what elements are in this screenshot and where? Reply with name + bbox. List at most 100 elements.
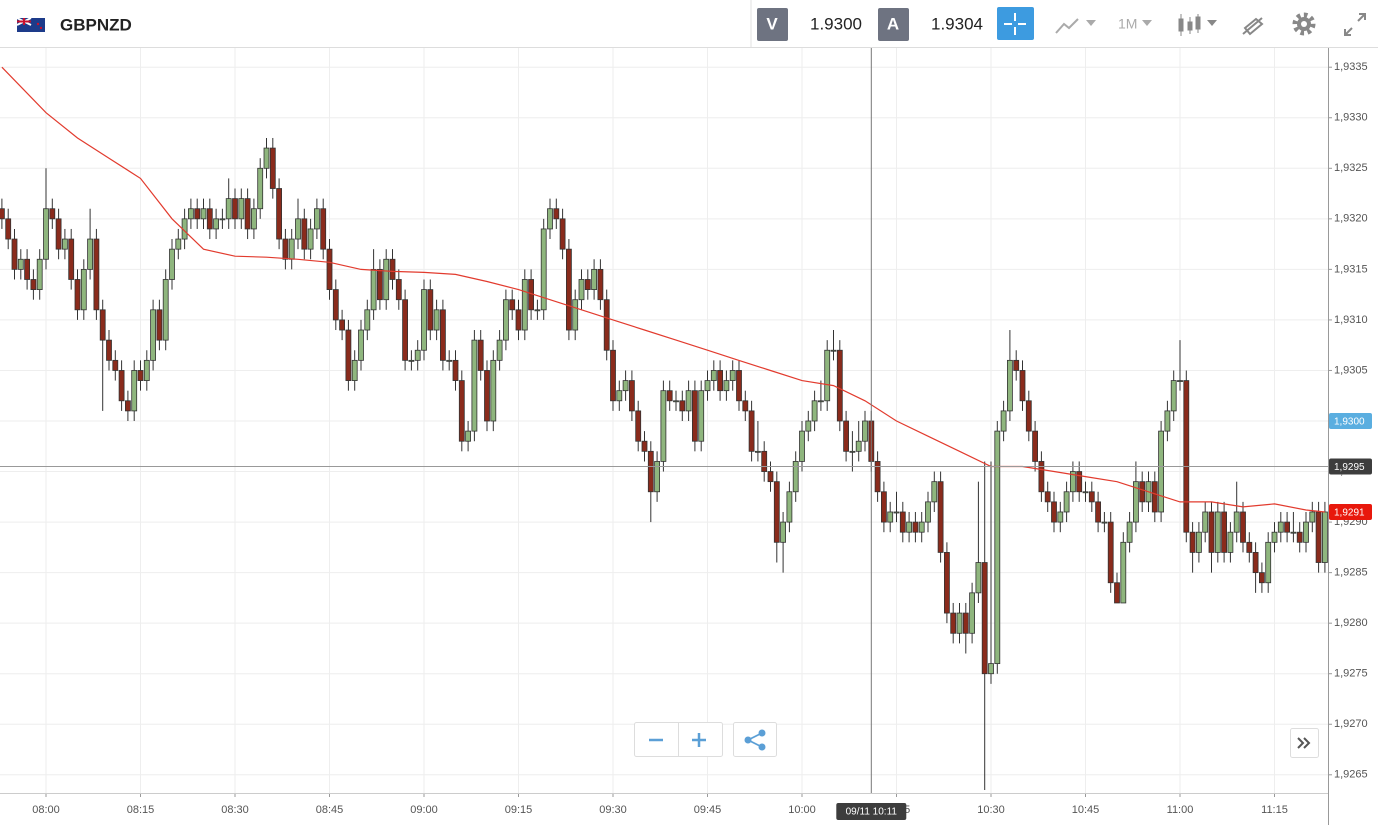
candle-body [710,370,717,381]
candle-body [112,359,119,371]
candle-body [0,208,5,220]
candle-body [1032,430,1038,462]
candle-body [131,370,138,412]
candle-body [99,309,106,341]
candle-body [1208,511,1215,553]
candle-body [1322,511,1328,563]
candle-body [484,370,490,422]
candle-body [874,461,881,493]
buy-price: 1.9304 [931,14,983,33]
candle-body [351,359,358,381]
candle-body [931,481,938,503]
chart-type-button[interactable] [1055,18,1096,34]
crosshair-button[interactable] [997,7,1034,40]
candle-body [761,450,768,472]
candle-body [1063,491,1070,513]
candle-body [452,359,459,381]
candle-body [805,420,812,432]
fullscreen-button[interactable] [1344,13,1366,36]
y-tick-label: 1,9285 [1334,567,1368,579]
candle-body [786,491,793,523]
candle-body [1126,521,1133,543]
candle-body [887,511,894,523]
candle-body [1114,582,1120,604]
buy-button[interactable] [878,8,909,41]
candle-body [918,521,925,533]
candle-body [584,279,591,290]
candle-body [477,339,484,371]
candle-body [276,188,283,240]
candle-body [1202,511,1209,533]
y-tick-label: 1,9270 [1334,718,1368,730]
candle-body [591,268,597,290]
candle-body [421,289,427,351]
candle-body [1177,380,1183,382]
candle-body [1013,359,1020,371]
candle-body [232,198,238,220]
candle-body [534,309,541,312]
crosshair-x-badge [836,803,907,820]
candle-body [143,359,150,381]
candle-body [855,440,862,452]
candle-body [1088,491,1095,503]
candle-body [1164,410,1171,432]
candle-body [792,461,799,493]
candle-body [635,410,642,442]
candle-body [87,238,93,270]
candle-body [1019,370,1026,402]
candle-body [194,208,201,220]
candle-body [673,400,679,403]
candle-body [685,390,692,412]
candle-body [1259,572,1265,584]
candles-button[interactable] [1178,14,1217,36]
x-tick-label: 09:45 [694,804,722,816]
candle-body [824,349,831,402]
candle-body [862,420,868,442]
buy-label: A [887,14,899,33]
candle-body [62,238,68,250]
candle-body [603,299,610,351]
candle-body [956,612,963,634]
candle-body [1044,491,1051,503]
draw-button[interactable] [1242,17,1264,36]
sell-button[interactable] [757,8,788,41]
x-tick-label: 11:15 [1261,804,1288,816]
candle-body [962,612,969,634]
x-tick-label: 10:30 [977,804,1005,816]
candle-body [150,309,157,361]
candle-body [836,349,843,422]
candle-body [137,370,144,381]
settings-button[interactable] [1292,12,1316,36]
candle-body [1214,511,1221,553]
candle-body [679,400,686,412]
candle-body [849,450,856,453]
candle-body [1227,531,1234,553]
candle-body [521,279,528,331]
candle-body [698,390,705,442]
candle-body [1082,491,1089,494]
candle-body [106,339,112,361]
y-tick-label: 1,9325 [1334,162,1368,174]
timeframe[interactable]: 1M [1118,16,1137,32]
candle-body [1284,521,1290,533]
candle-body [717,370,723,392]
candle-body [944,552,950,614]
candle-body [1183,380,1190,533]
candle-body [1265,541,1272,584]
candle-body [1051,501,1057,523]
candle-body [704,380,711,392]
candle-body [74,279,81,311]
candle-body [647,450,654,493]
candle-body [975,562,982,594]
candle-body [610,349,616,402]
candle-body [660,390,667,462]
candle-body [572,299,579,331]
candle-body [843,420,849,452]
candle-body [912,521,919,533]
candle-body [1221,511,1227,553]
candle-body [925,501,931,523]
candle-body [597,268,604,301]
candle-body [376,268,383,301]
candle-body [767,471,774,483]
